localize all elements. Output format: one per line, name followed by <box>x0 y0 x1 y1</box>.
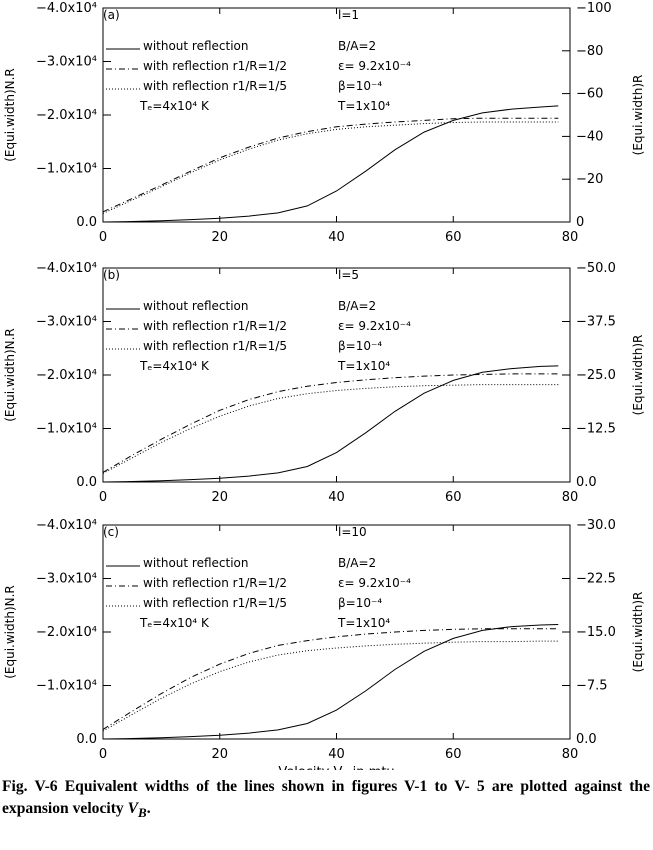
annotation: B/A=2 <box>338 299 376 313</box>
annotation: Tₑ=4x10⁴ K <box>139 99 210 113</box>
y2-tick-label: −22.5 <box>576 571 616 586</box>
panel: 0 20 40 60 80 −4.0x10⁴ −3.0x10⁴ −2.0x10⁴ −1.0x10… <box>3 518 645 783</box>
x-tick-label: 40 <box>328 490 345 505</box>
annotation: B/A=2 <box>338 556 376 570</box>
panel: 0 20 40 60 80 −4.0x10⁴ −3.0x10⁴ −2.0x10⁴ −1.0x10… <box>3 261 645 505</box>
legend-label: with reflection r1/R=1/5 <box>143 79 287 93</box>
series-line <box>102 628 559 730</box>
legend-label: with reflection r1/R=1/2 <box>143 576 287 590</box>
annotation: ε= 9.2x10⁻⁴ <box>338 319 411 333</box>
annotation: Tₑ=4x10⁴ K <box>139 616 210 630</box>
y-tick-label: −3.0x10⁴ <box>36 54 97 69</box>
caption: Fig. V-6 Equivalent widths of the lines … <box>2 778 650 821</box>
x-tick-label: 40 <box>328 230 345 245</box>
y-tick-label: −4.0x10⁴ <box>36 261 97 276</box>
series-line <box>102 384 559 474</box>
legend-label: with reflection r1/R=1/2 <box>143 319 287 333</box>
series-line <box>102 365 559 483</box>
annotation: T=1x10⁴ <box>337 99 390 113</box>
legend-label: without reflection <box>143 39 249 53</box>
x-tick-label: 60 <box>445 747 462 762</box>
x-tick-label: 20 <box>211 747 228 762</box>
y2-tick-label: −30.0 <box>576 518 616 533</box>
y-tick-label: −4.0x10⁴ <box>36 518 97 533</box>
annotation: l=1 <box>338 8 359 22</box>
series-line <box>102 121 559 214</box>
x-tick-label: 20 <box>211 490 228 505</box>
x-tick-label: 80 <box>562 230 579 245</box>
x-tick-label: 60 <box>445 230 462 245</box>
annotation: l=5 <box>338 268 359 282</box>
series-line <box>102 117 559 213</box>
annotation: (b) <box>103 268 120 282</box>
annotation: T=1x10⁴ <box>337 359 390 373</box>
annotation: Tₑ=4x10⁴ K <box>139 359 210 373</box>
y-tick-label: −2.0x10⁴ <box>36 625 97 640</box>
y-tick-label: 0.0 <box>76 732 97 747</box>
y-axis-label: (Equi.width)N.R <box>3 328 17 422</box>
y2-tick-label: −80 <box>576 43 603 58</box>
x-axis-label: Velocity VB in mtu <box>278 765 394 771</box>
y-tick-label: −1.0x10⁴ <box>36 421 97 436</box>
y2-tick-label: −20 <box>576 172 603 187</box>
y2-tick-label: −7.5 <box>576 678 608 693</box>
y2-tick-label: −60 <box>576 86 603 101</box>
y2-axis-label: (Equi.width)R <box>631 75 645 156</box>
series-line <box>102 105 559 223</box>
y2-tick-label: 0.0 <box>576 732 597 747</box>
series-line <box>102 624 559 740</box>
y2-tick-label: −37.5 <box>576 314 616 329</box>
y2-axis-label: (Equi.width)R <box>631 592 645 673</box>
annotation: l=10 <box>338 525 367 539</box>
x-tick-label: 0 <box>99 230 107 245</box>
y2-tick-label: 0.0 <box>576 475 597 490</box>
y-tick-label: 0.0 <box>76 215 97 230</box>
y-tick-label: −3.0x10⁴ <box>36 314 97 329</box>
x-tick-label: 0 <box>99 490 107 505</box>
y2-tick-label: −25.0 <box>576 368 616 383</box>
annotation: ε= 9.2x10⁻⁴ <box>338 576 411 590</box>
y-tick-label: 0.0 <box>76 475 97 490</box>
legend-label: without reflection <box>143 299 249 313</box>
y-tick-label: −2.0x10⁴ <box>36 368 97 383</box>
x-tick-label: 80 <box>562 490 579 505</box>
figure: 0 20 40 60 80 −4.0x10⁴ −3.0x10⁴ −2.0x10⁴ −1.0x10… <box>3 1 645 783</box>
panel: 0 20 40 60 80 −4.0x10⁴ −3.0x10⁴ −2.0x10⁴ −1.0x10… <box>3 1 645 245</box>
y-axis-label: (Equi.width)N.R <box>3 585 17 679</box>
annotation: β=10⁻⁴ <box>338 339 382 353</box>
y2-tick-label: −15.0 <box>576 625 616 640</box>
y2-tick-label: 0 <box>576 215 584 230</box>
legend-label: without reflection <box>143 556 249 570</box>
y-tick-label: −1.0x10⁴ <box>36 678 97 693</box>
y2-tick-label: −12.5 <box>576 421 616 436</box>
series-line <box>102 373 559 473</box>
x-tick-label: 20 <box>211 230 228 245</box>
annotation: ε= 9.2x10⁻⁴ <box>338 59 411 73</box>
y2-tick-label: −100 <box>576 1 612 16</box>
y-tick-label: −3.0x10⁴ <box>36 571 97 586</box>
y-tick-label: −1.0x10⁴ <box>36 161 97 176</box>
y-tick-label: −2.0x10⁴ <box>36 108 97 123</box>
annotation: (c) <box>103 525 119 539</box>
annotation: B/A=2 <box>338 39 376 53</box>
x-tick-label: 60 <box>445 490 462 505</box>
legend-label: with reflection r1/R=1/5 <box>143 596 287 610</box>
y-tick-label: −4.0x10⁴ <box>36 1 97 16</box>
x-tick-label: 0 <box>99 747 107 762</box>
x-tick-label: 80 <box>562 747 579 762</box>
y2-axis-label: (Equi.width)R <box>631 335 645 416</box>
x-tick-label: 40 <box>328 747 345 762</box>
series-line <box>102 640 559 732</box>
annotation: β=10⁻⁴ <box>338 596 382 610</box>
annotation: T=1x10⁴ <box>337 616 390 630</box>
y-axis-label: (Equi.width)N.R <box>3 68 17 162</box>
annotation: β=10⁻⁴ <box>338 79 382 93</box>
y2-tick-label: −40 <box>576 129 603 144</box>
legend-label: with reflection r1/R=1/5 <box>143 339 287 353</box>
legend-label: with reflection r1/R=1/2 <box>143 59 287 73</box>
annotation: (a) <box>103 8 120 22</box>
y2-tick-label: −50.0 <box>576 261 616 276</box>
